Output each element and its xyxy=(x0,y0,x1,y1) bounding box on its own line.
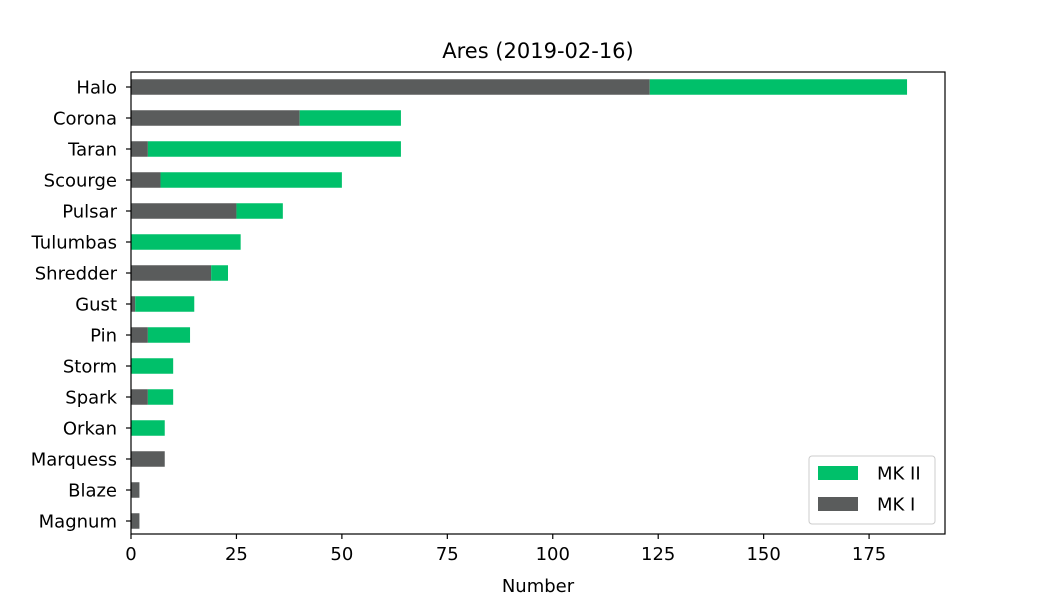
bar-mk-ii-pin xyxy=(147,327,191,343)
bar-mk-i-shredder xyxy=(131,265,212,281)
y-tick-label: Orkan xyxy=(63,419,117,440)
bar-mk-ii-tulumbas xyxy=(131,234,241,250)
y-tick-label: Storm xyxy=(63,357,117,378)
legend-label-mk-ii: MK II xyxy=(877,464,921,485)
plot-frame xyxy=(130,71,946,535)
y-axis: Halo Corona Taran Scourge Pulsar Tulumbas Shre… xyxy=(31,78,131,533)
legend-swatch-mk-i xyxy=(818,497,858,511)
y-tick-label: Spark xyxy=(65,388,117,409)
bar-mk-ii-pulsar xyxy=(236,203,283,219)
bar-mk-ii-taran xyxy=(147,141,401,157)
x-tick-label: 150 xyxy=(746,544,780,565)
y-tick-label: Gust xyxy=(75,295,117,316)
x-axis: 0 25 50 75 100 125 150 175 xyxy=(125,534,886,565)
bar-mk-i-pulsar xyxy=(131,203,237,219)
bar-mk-i-pin xyxy=(131,327,148,343)
bar-mk-i-blaze xyxy=(131,482,140,498)
y-tick-label: Halo xyxy=(76,78,117,99)
bar-mk-i-spark xyxy=(131,389,148,405)
bar-mk-i-gust xyxy=(131,296,136,312)
bar-mk-i-marquess xyxy=(131,451,165,467)
x-axis-label: Number xyxy=(502,576,575,597)
legend-label-mk-i: MK I xyxy=(877,495,915,516)
y-tick-label: Pulsar xyxy=(62,202,117,223)
y-tick-label: Pin xyxy=(90,326,117,347)
bar-mk-i-corona xyxy=(131,110,300,126)
bar-mk-ii-scourge xyxy=(160,172,342,188)
x-tick-label: 175 xyxy=(852,544,886,565)
x-tick-label: 100 xyxy=(536,544,570,565)
y-tick-label: Taran xyxy=(67,140,117,161)
bar-mk-ii-gust xyxy=(135,296,195,312)
y-tick-label: Shredder xyxy=(35,264,118,285)
bar-mk-ii-storm xyxy=(131,358,174,374)
y-tick-label: Blaze xyxy=(68,481,117,502)
bar-mk-ii-spark xyxy=(147,389,174,405)
bar-mk-ii-orkan xyxy=(131,420,165,436)
legend: MK II MK I xyxy=(808,455,936,525)
y-tick-label: Magnum xyxy=(39,512,117,533)
x-tick-label: 0 xyxy=(125,544,136,565)
y-tick-label: Tulumbas xyxy=(31,233,117,254)
legend-swatch-mk-ii xyxy=(818,466,858,480)
y-tick-label: Corona xyxy=(53,109,117,130)
chart-title: Ares (2019-02-16) xyxy=(442,39,634,63)
x-tick-label: 75 xyxy=(436,544,459,565)
bars-layer xyxy=(131,79,908,529)
bar-mk-i-halo xyxy=(131,79,650,95)
x-tick-label: 50 xyxy=(330,544,353,565)
bar-mk-i-taran xyxy=(131,141,148,157)
bar-mk-ii-shredder xyxy=(211,265,229,281)
x-tick-label: 125 xyxy=(641,544,675,565)
bar-mk-ii-corona xyxy=(299,110,401,126)
y-tick-label: Marquess xyxy=(31,450,117,471)
y-tick-label: Scourge xyxy=(44,171,117,192)
bar-mk-i-magnum xyxy=(131,513,140,529)
x-tick-label: 25 xyxy=(225,544,248,565)
bar-mk-i-scourge xyxy=(131,172,161,188)
bar-mk-ii-halo xyxy=(649,79,908,95)
